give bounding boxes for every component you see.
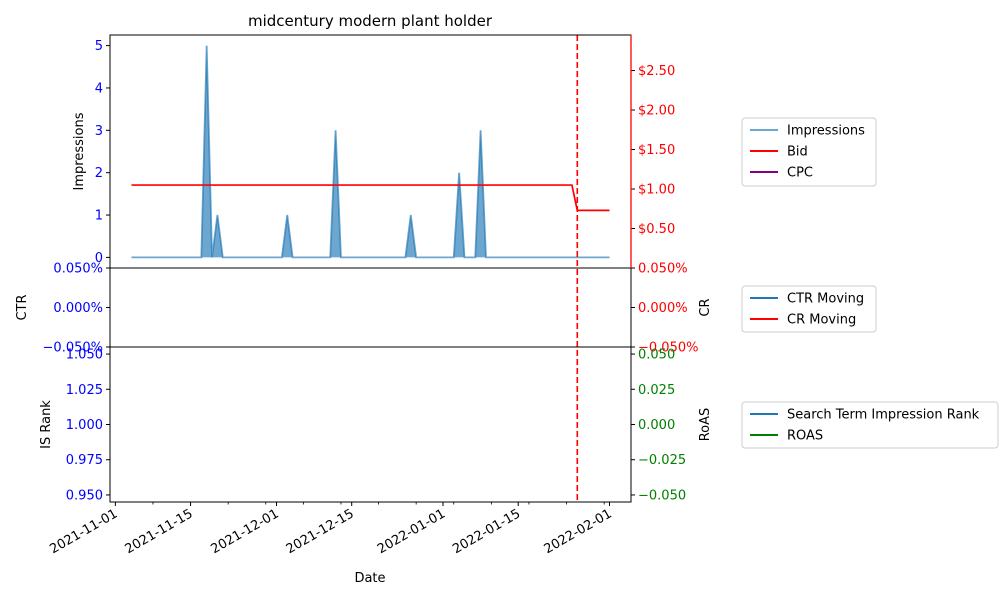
middle-left-tick-label: 0.050% — [53, 262, 103, 277]
x-tick-label: 2022-01-01 — [375, 506, 448, 557]
bottom-legend-box — [741, 401, 999, 449]
legend-label: ROAS — [787, 429, 823, 444]
legend-label: CTR Moving — [787, 292, 864, 307]
chart-title: midcentury modern plant holder — [248, 12, 493, 30]
top-right-tick-label: $2.50 — [638, 64, 675, 79]
top-right-tick-label: $0.50 — [638, 222, 675, 237]
axes-layer: 0 1 2 3 4 5 $0.50 $1.00 $1.50 $2.00 $2.50 Impressio… — [15, 34, 713, 557]
middle-right-tick-label: 0.000% — [638, 301, 688, 316]
top-left-tick-label: 3 — [95, 124, 103, 139]
bid-line — [131, 184, 610, 212]
middle-left-tick-label: −0.050% — [43, 341, 103, 356]
top-right-tick-label: $1.00 — [638, 183, 675, 198]
top-left-tick-label: 4 — [95, 81, 103, 96]
legend-label: Bid — [787, 145, 808, 160]
top-right-tick-label: $1.50 — [638, 143, 675, 158]
x-tick-label: 2021-12-15 — [284, 506, 357, 557]
bottom-left-tick-label: 0.975 — [66, 453, 103, 468]
top-left-tick-label: 5 — [95, 39, 103, 54]
bottom-right-axis-label: RoAS — [698, 408, 713, 442]
middle-panel-frame — [109, 267, 632, 348]
bottom-left-tick-label: 1.025 — [66, 383, 103, 398]
x-tick-label: 2021-11-01 — [47, 506, 120, 557]
top-left-tick-label: 1 — [95, 209, 103, 224]
legend-label: Search Term Impression Rank — [787, 408, 980, 423]
bottom-panel-frame — [109, 346, 632, 503]
bottom-left-tick-label: 1.050 — [66, 348, 103, 363]
bottom-right-tick-label: 0.050 — [638, 348, 675, 363]
middle-left-axis-label: CTR — [15, 294, 30, 320]
x-tick-label: 2022-02-01 — [542, 506, 615, 557]
legend-label: CPC — [787, 166, 813, 181]
x-axis-label: Date — [354, 571, 385, 586]
bottom-left-axis-label: IS Rank — [39, 400, 54, 449]
top-left-axis-label: Impressions — [72, 112, 87, 190]
x-tick-label: 2021-11-15 — [123, 506, 196, 557]
top-panel-frame — [109, 34, 632, 269]
legend-layer: Impressions Bid CPC CTR Moving CR Moving Sear… — [741, 117, 999, 449]
bottom-right-tick-label: 0.025 — [638, 383, 675, 398]
middle-left-tick-label: 0.000% — [53, 301, 103, 316]
legend-label: CR Moving — [787, 313, 856, 328]
legend-label: Impressions — [787, 124, 865, 139]
top-left-tick-label: 0 — [95, 251, 103, 266]
impressions-line — [131, 45, 610, 259]
x-tick-label: 2022-01-15 — [450, 506, 523, 557]
plot-layer — [131, 35, 610, 502]
middle-right-tick-label: −0.050% — [638, 341, 698, 356]
bottom-right-tick-label: 0.000 — [638, 418, 675, 433]
middle-right-tick-label: 0.050% — [638, 262, 688, 277]
x-tick-label: 2021-12-01 — [209, 506, 282, 557]
top-legend-box — [741, 117, 877, 187]
top-right-tick-label: $2.00 — [638, 104, 675, 119]
bottom-right-tick-label: −0.025 — [638, 453, 686, 468]
top-left-tick-label: 2 — [95, 166, 103, 181]
bottom-right-tick-label: −0.050 — [638, 488, 686, 503]
middle-right-axis-label: CR — [698, 298, 713, 316]
bottom-left-tick-label: 0.950 — [66, 488, 103, 503]
bottom-left-tick-label: 1.000 — [66, 418, 103, 433]
